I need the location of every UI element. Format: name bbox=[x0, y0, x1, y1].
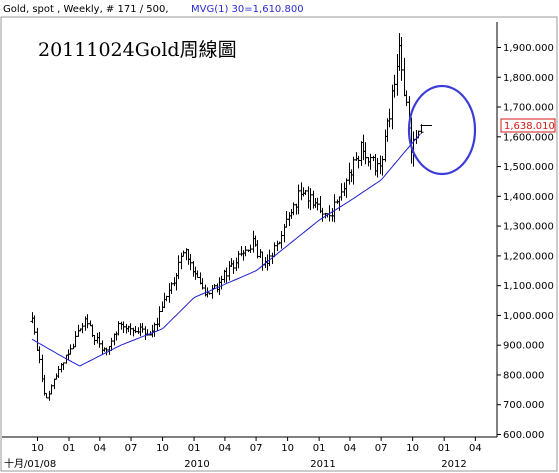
x-tick-label: 10 bbox=[31, 443, 44, 454]
x-tick-label: 01 bbox=[188, 443, 201, 454]
y-axis-ticks: 600.000 700.000 800.000 900.000 1,000.000 1,1… bbox=[497, 43, 554, 441]
y-tick-label: 1,000.000 bbox=[503, 311, 554, 322]
chart-annotation: 20111024Gold周線圖 bbox=[38, 39, 237, 61]
y-tick-label: 1,800.000 bbox=[503, 73, 554, 84]
x-year-label: 2010 bbox=[184, 459, 209, 470]
x-axis-year-labels: 十月/01/08 2010 2011 2012 bbox=[4, 457, 467, 470]
y-tick-label: 1,900.000 bbox=[503, 43, 554, 54]
highlight-circle bbox=[407, 84, 477, 176]
x-tick-label: 01 bbox=[63, 443, 76, 454]
y-tick-label: 1,500.000 bbox=[503, 162, 554, 173]
y-tick-label: 1,600.000 bbox=[503, 132, 554, 143]
y-tick-label: 1,400.000 bbox=[503, 192, 554, 203]
y-tick-label: 1,100.000 bbox=[503, 281, 554, 292]
plot-frame bbox=[0, 16, 558, 472]
chart-header-symbol: Gold, spot , Weekly, # 171 / 500, bbox=[3, 4, 169, 15]
x-tick-label: 04 bbox=[93, 443, 106, 454]
x-axis-ticks: 10 01 04 07 10 01 04 07 10 01 04 07 10 01 04 bbox=[31, 437, 482, 454]
x-tick-label: 01 bbox=[438, 443, 451, 454]
last-price-box bbox=[500, 118, 556, 133]
price-bars bbox=[30, 33, 432, 401]
x-tick-label: 04 bbox=[469, 443, 482, 454]
x-tick-label: 01 bbox=[313, 443, 326, 454]
x-tick-label: 04 bbox=[219, 443, 232, 454]
y-tick-label: 800.000 bbox=[503, 370, 544, 381]
y-tick-label: 1,300.000 bbox=[503, 222, 554, 233]
chart-header-mvg: MVG(1) 30=1,610.800 bbox=[191, 4, 304, 15]
last-price-label: 1,638.010 bbox=[504, 121, 555, 132]
x-tick-label: 10 bbox=[156, 443, 169, 454]
x-tick-label: 10 bbox=[281, 443, 294, 454]
moving-average-line bbox=[31, 133, 421, 367]
y-tick-label: 1,200.000 bbox=[503, 251, 554, 262]
x-tick-label: 07 bbox=[125, 443, 138, 454]
x-tick-label: 04 bbox=[344, 443, 357, 454]
x-year-label: 2011 bbox=[310, 459, 335, 470]
x-tick-label: 07 bbox=[250, 443, 263, 454]
x-year-label: 十月/01/08 bbox=[4, 457, 56, 470]
y-tick-label: 600.000 bbox=[503, 430, 544, 441]
y-tick-label: 900.000 bbox=[503, 341, 544, 352]
x-tick-label: 07 bbox=[375, 443, 388, 454]
x-year-label: 2012 bbox=[441, 459, 466, 470]
x-tick-label: 10 bbox=[406, 443, 419, 454]
y-tick-label: 1,700.000 bbox=[503, 103, 554, 114]
y-tick-label: 700.000 bbox=[503, 400, 544, 411]
